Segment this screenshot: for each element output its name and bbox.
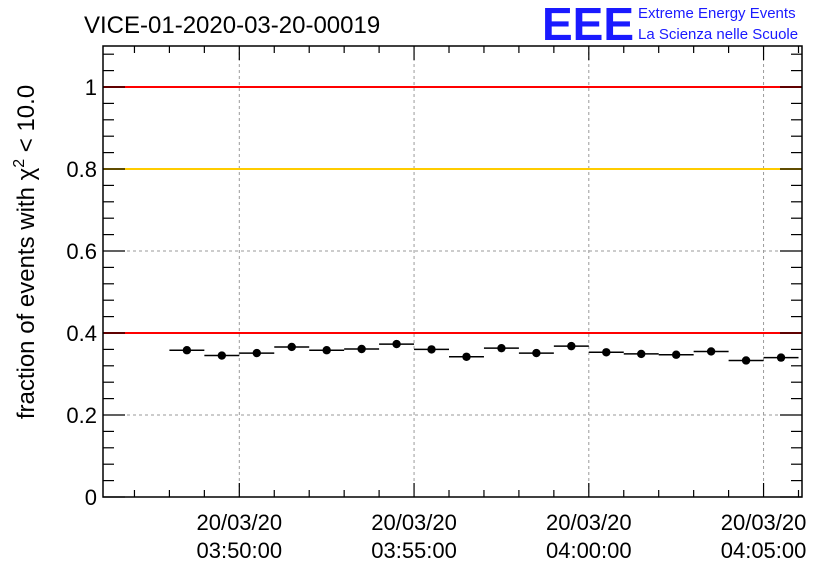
y-tick-label: 0.6	[66, 239, 97, 264]
x-tick-label-date: 20/03/20	[721, 510, 807, 535]
data-point-marker	[462, 352, 471, 361]
data-point-marker	[706, 347, 716, 356]
y-tick-label: 0.8	[66, 157, 97, 182]
logo-line-2: La Scienza nelle Scuole	[638, 26, 798, 43]
reference-lines	[103, 86, 802, 334]
y-tick-label: 0	[85, 485, 97, 510]
data-point	[518, 348, 554, 358]
data-point-marker	[637, 349, 646, 359]
x-tick-labels: 20/03/20 03:50:00 20/03/20 03:55:00 20/03/20…	[196, 510, 806, 563]
x-tick-label-date: 20/03/20	[546, 510, 632, 535]
y-axis-label: fraction of events with χ2 < 10.0	[11, 85, 40, 419]
data-point-marker	[287, 342, 296, 352]
axes	[102, 45, 803, 498]
data-point-marker	[252, 348, 261, 358]
data-point	[693, 347, 729, 356]
data-point-marker	[602, 348, 611, 357]
x-tick-label-time: 03:55:00	[371, 538, 457, 563]
data-point	[728, 356, 764, 365]
x-tick-label-time: 03:50:00	[196, 538, 282, 563]
x-tick-label-date: 20/03/20	[371, 510, 457, 535]
data-point-marker	[392, 339, 401, 349]
data-point	[169, 346, 205, 355]
data-point	[379, 339, 415, 349]
data-point	[763, 353, 799, 362]
y-tick-labels: 0 0.2 0.4 0.6 0.8 1	[66, 75, 97, 510]
y-tick-label: 1	[85, 75, 97, 100]
y-tick-label: 0.4	[66, 321, 97, 346]
logo-line-1: Extreme Energy Events	[638, 5, 796, 22]
data-point	[483, 343, 519, 353]
data-point	[239, 348, 275, 358]
logo: EEE Extreme Energy Events La Scienza nel…	[542, 0, 798, 50]
data-point-marker	[357, 344, 366, 354]
data-point-marker	[427, 345, 436, 354]
chart-title: VICE-01-2020-03-20-00019	[84, 12, 380, 39]
plot-frame	[102, 45, 803, 498]
data-point-marker	[671, 350, 681, 359]
x-tick-label-time: 04:05:00	[721, 538, 807, 563]
data-point	[344, 344, 380, 354]
x-tick-label-date: 20/03/20	[196, 510, 282, 535]
data-point-marker	[532, 348, 541, 358]
data-point	[449, 352, 484, 361]
logo-mark: EEE	[542, 0, 634, 50]
data-point	[553, 341, 589, 351]
data-point-marker	[497, 343, 506, 353]
data-points	[169, 339, 799, 365]
data-point	[588, 348, 624, 357]
data-point	[623, 349, 659, 359]
data-point	[204, 351, 240, 360]
data-point-marker	[776, 353, 786, 362]
data-point-marker	[567, 341, 576, 351]
data-point-marker	[741, 356, 751, 365]
grid	[103, 46, 802, 497]
data-point	[658, 350, 694, 359]
x-tick-label-time: 04:00:00	[546, 538, 632, 563]
data-point	[309, 346, 345, 355]
y-tick-label: 0.2	[66, 403, 97, 428]
data-point-marker	[182, 346, 192, 355]
data-point	[414, 345, 450, 354]
data-point	[274, 342, 310, 352]
data-point-marker	[322, 346, 331, 355]
data-point-marker	[217, 351, 227, 360]
